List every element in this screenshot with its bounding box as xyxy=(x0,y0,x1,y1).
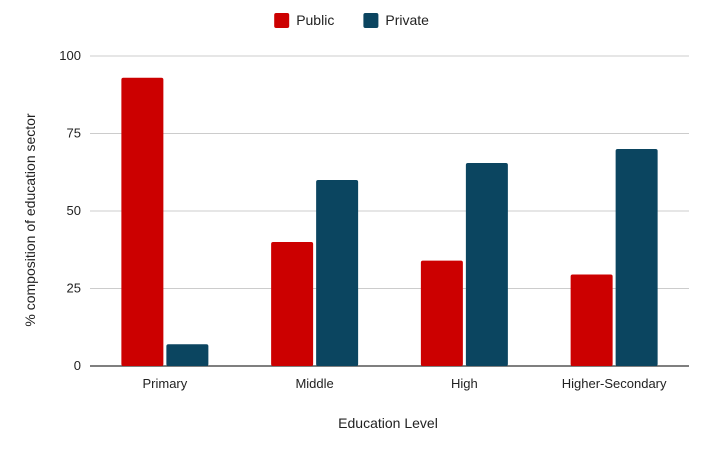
bars xyxy=(121,77,658,366)
bar-public-primary xyxy=(121,77,164,366)
y-tick-label: 50 xyxy=(67,203,81,218)
y-tick-labels: 0 25 50 75 100 xyxy=(59,48,81,373)
y-tick-label: 75 xyxy=(67,126,81,141)
x-tick-label: High xyxy=(451,376,478,391)
legend-swatch-private xyxy=(363,13,379,28)
x-tick-label: Primary xyxy=(142,376,187,391)
y-tick-label: 25 xyxy=(67,281,81,296)
bar-public-higher-secondary xyxy=(570,274,613,366)
x-tick-labels: Primary Middle High Higher-Secondary xyxy=(142,376,667,391)
legend-label-private: Private xyxy=(385,12,429,28)
bar-public-middle xyxy=(271,242,314,366)
x-tick-label: Middle xyxy=(295,376,333,391)
y-tick-label: 100 xyxy=(59,48,81,63)
x-axis-title: Education Level xyxy=(338,415,438,431)
x-tick-label: Higher-Secondary xyxy=(562,376,667,391)
y-axis-title: % composition of education sector xyxy=(22,113,38,327)
bar-public-high xyxy=(420,260,463,366)
y-tick-label: 0 xyxy=(74,358,81,373)
bar-private-middle xyxy=(316,180,359,366)
bar-private-primary xyxy=(166,344,209,366)
bar-private-high xyxy=(465,162,508,366)
legend: Public Private xyxy=(274,12,429,28)
legend-swatch-public xyxy=(274,13,290,28)
legend-label-public: Public xyxy=(296,12,334,28)
bar-private-higher-secondary xyxy=(615,149,658,366)
